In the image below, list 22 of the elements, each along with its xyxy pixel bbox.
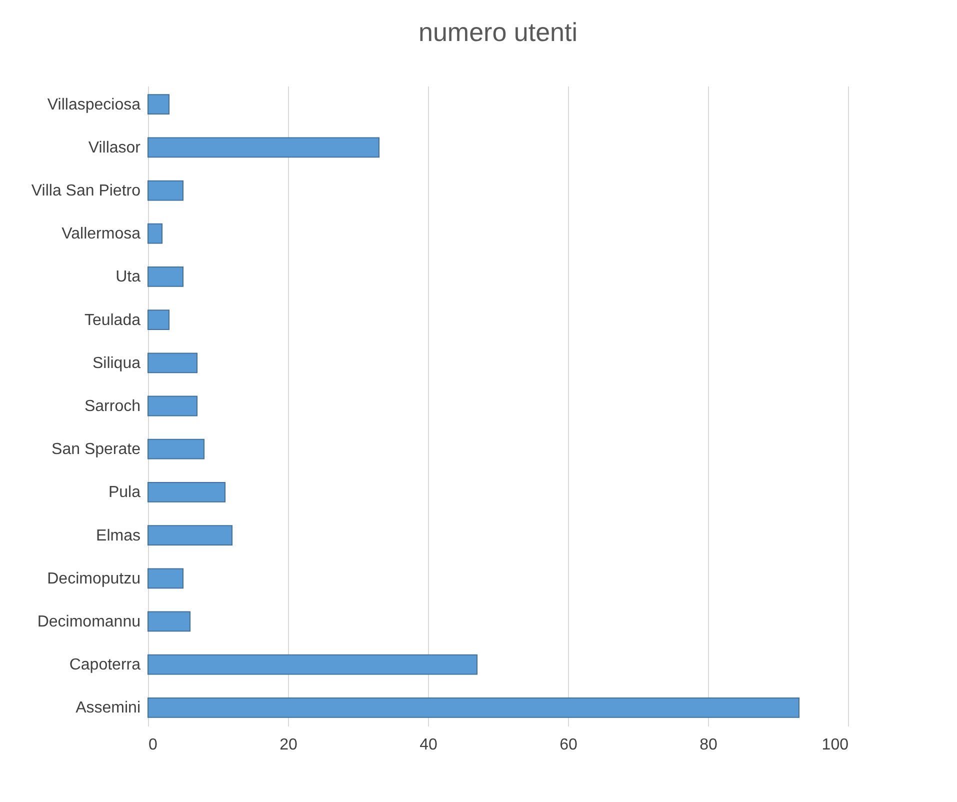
y-tick-label: Assemini xyxy=(76,700,140,717)
x-tick-label: 80 xyxy=(700,736,718,754)
y-tick-label: Uta xyxy=(116,268,141,286)
y-tick-label: San Sperate xyxy=(52,441,141,458)
y-tick-label: Sarroch xyxy=(84,398,140,415)
x-tick-label: 100 xyxy=(822,736,849,754)
y-tick-label: Villaspeciosa xyxy=(47,96,141,114)
y-tick-label: Villasor xyxy=(88,139,142,156)
y-tick-label: Decimomannu xyxy=(37,613,140,630)
x-tick-label: 40 xyxy=(420,736,438,754)
x-tick-label: 0 xyxy=(148,736,158,754)
chart-title: numero utenti xyxy=(418,17,578,47)
y-tick-label: Siliqua xyxy=(92,354,141,372)
y-tick-label: Vallermosa xyxy=(62,226,141,243)
y-tick-label: Pula xyxy=(108,484,141,502)
x-tick-label: 20 xyxy=(280,736,298,754)
y-tick-label: Capoterra xyxy=(69,656,141,674)
y-tick-label: Elmas xyxy=(96,527,140,544)
y-tick-label: Decimoputzu xyxy=(47,570,140,588)
y-tick-label: Villa San Pietro xyxy=(31,182,141,200)
x-tick-label: 60 xyxy=(560,736,578,754)
y-tick-label: Teulada xyxy=(84,312,141,329)
